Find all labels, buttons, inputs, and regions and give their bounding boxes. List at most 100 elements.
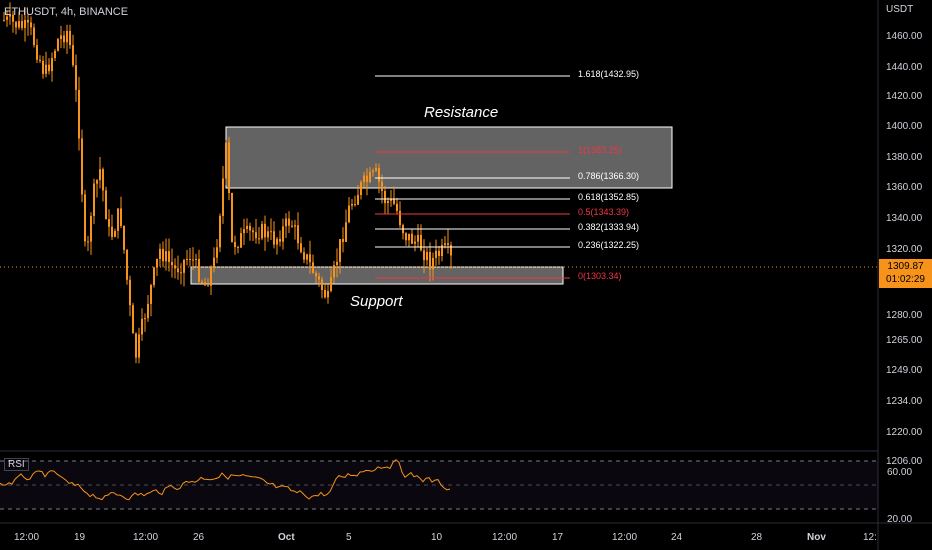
fib-level-label: 0.5(1343.39) <box>578 207 630 217</box>
candle-body <box>339 239 341 262</box>
candle-body <box>141 318 143 335</box>
candle-body <box>219 215 221 248</box>
rsi-title[interactable]: RSI <box>4 458 29 471</box>
candle-body <box>123 225 125 250</box>
candle-body <box>3 19 5 21</box>
fib-level-label: 0.382(1333.94) <box>578 222 640 232</box>
candle-body <box>171 261 173 266</box>
symbol-title[interactable]: ETHUSDT, 4h, BINANCE <box>4 6 129 18</box>
candle-body <box>189 258 191 260</box>
candle-body <box>405 233 407 241</box>
candle-body <box>252 230 254 233</box>
candle-body <box>366 175 368 183</box>
candle-body <box>300 243 302 253</box>
candle-body <box>282 226 284 242</box>
candle-body <box>108 219 110 227</box>
time-tick-label: Nov <box>807 532 826 543</box>
candle-body <box>27 19 29 23</box>
candle-body <box>129 279 131 306</box>
resistance-label[interactable]: Resistance <box>424 104 499 121</box>
candle-body <box>441 245 443 256</box>
candle-body <box>240 233 242 248</box>
time-tick-label: 10 <box>431 532 443 543</box>
candle-body <box>318 276 320 280</box>
rsi-axis-60: 60.00 <box>887 467 913 478</box>
candle-body <box>156 258 158 268</box>
candle-body <box>321 279 323 290</box>
time-tick-label: 12: <box>863 532 877 543</box>
candle-body <box>24 19 26 29</box>
fib-level-label: 0.786(1366.30) <box>578 171 640 181</box>
candle-body <box>306 254 308 260</box>
candle-body <box>165 251 167 262</box>
candle-body <box>93 183 95 216</box>
candle-body <box>264 223 266 238</box>
candle-body <box>396 203 398 211</box>
fib-level-label: 0(1303.34) <box>578 271 622 281</box>
time-tick-label: 24 <box>671 532 683 543</box>
bar-countdown: 01:02:29 <box>886 274 925 285</box>
candle-body <box>438 250 440 256</box>
candle-body <box>360 182 362 195</box>
candle-body <box>408 233 410 241</box>
candle-body <box>312 262 314 274</box>
candlestick-series <box>3 2 452 364</box>
time-tick-label: 26 <box>193 532 205 543</box>
candle-body <box>84 194 86 242</box>
candle-body <box>297 225 299 244</box>
price-tick-label: 1380.00 <box>886 152 923 163</box>
candle-body <box>450 245 452 256</box>
support-label[interactable]: Support <box>350 293 403 310</box>
candle-body <box>78 89 80 139</box>
time-tick-label: 12:00 <box>492 532 518 543</box>
candle-body <box>330 277 332 292</box>
candle-body <box>324 289 326 298</box>
candle-body <box>81 138 83 195</box>
candle-body <box>147 303 149 319</box>
candle-body <box>111 226 113 237</box>
candle-body <box>342 239 344 242</box>
time-tick-label: 17 <box>552 532 564 543</box>
candle-body <box>444 243 446 246</box>
candle-body <box>69 30 71 46</box>
candle-body <box>183 259 185 273</box>
fib-level-label: 1(1383.25) <box>578 145 622 155</box>
candle-body <box>204 282 206 286</box>
candle-body <box>243 229 245 234</box>
price-tick-label: 1280.00 <box>886 310 923 321</box>
price-tick-label: 1234.00 <box>886 396 923 407</box>
price-tick-label: 1265.00 <box>886 335 923 346</box>
candle-body <box>120 208 122 226</box>
candle-body <box>186 258 188 260</box>
candle-body <box>384 190 386 204</box>
candle-body <box>192 259 194 261</box>
candle-body <box>162 248 164 262</box>
candle-body <box>168 251 170 262</box>
candle-body <box>285 218 287 227</box>
candle-body <box>378 168 380 182</box>
candle-body <box>63 35 65 43</box>
rsi-axis-20: 20.00 <box>887 514 913 525</box>
fib-retracement[interactable] <box>375 75 570 279</box>
price-tick-label: 1400.00 <box>886 121 923 132</box>
candle-body <box>369 171 371 183</box>
candle-body <box>249 225 251 231</box>
support-zone[interactable] <box>190 266 564 285</box>
time-tick-label: 19 <box>74 532 86 543</box>
candle-body <box>288 218 290 226</box>
candle-body <box>144 318 146 320</box>
candle-body <box>237 247 239 249</box>
candle-body <box>426 252 428 261</box>
price-unit: USDT <box>886 4 914 15</box>
candle-body <box>216 247 218 258</box>
candle-body <box>294 225 296 227</box>
time-tick-label: Oct <box>278 532 295 543</box>
candle-body <box>345 222 347 242</box>
candle-body <box>267 231 269 238</box>
candle-body <box>390 198 392 201</box>
candle-body <box>90 215 92 242</box>
fib-level-label: 0.618(1352.85) <box>578 192 640 202</box>
candle-body <box>435 250 437 258</box>
candle-body <box>336 261 338 266</box>
